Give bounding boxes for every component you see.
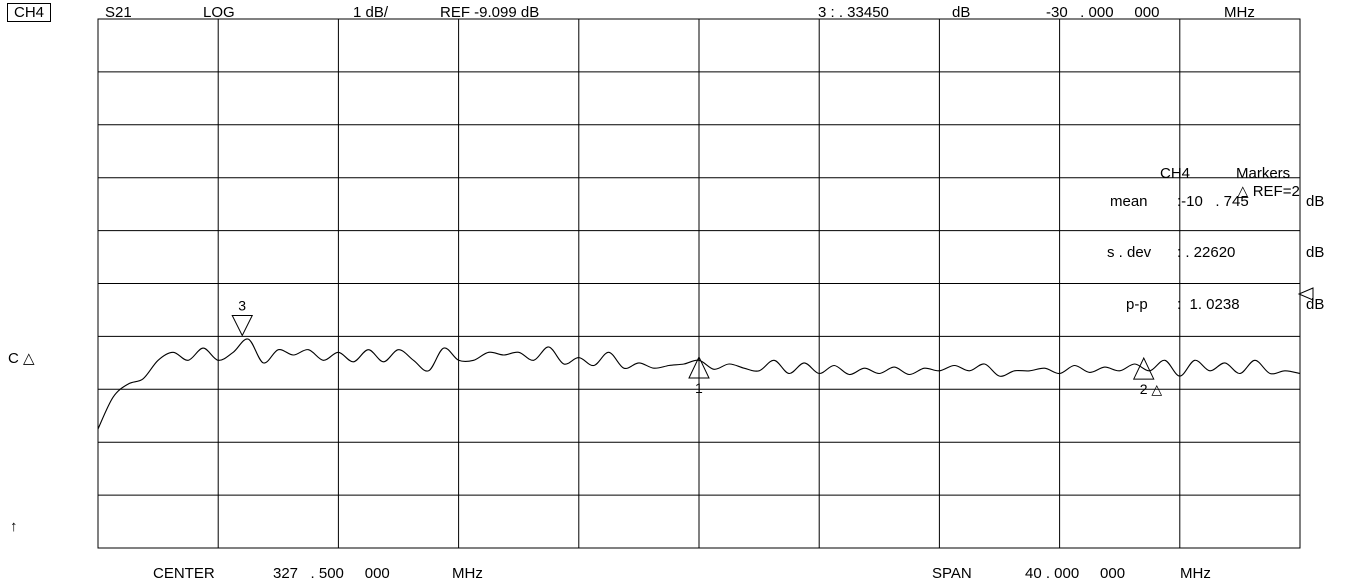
marker-readout-unit: dB [952,4,971,21]
reference-pointer-icon [1297,287,1314,301]
marker-frequency: -30 . 000 000 [1046,4,1160,21]
pp-value: : 1. 0238 [1177,296,1240,313]
graticule [97,18,1301,549]
sdev-unit: dB [1306,244,1325,261]
marker-readout: 3 : . 33450 [818,4,889,21]
pp-unit: dB [1306,296,1325,313]
span-unit: MHz [1180,565,1211,582]
mean-unit: dB [1306,193,1325,210]
span-label: SPAN [932,565,972,582]
marker-2-triangle [1132,356,1155,380]
format-label: LOG [203,4,235,21]
up-arrow-icon: ↑ [10,518,18,535]
scale-label: 1 dB/ [353,4,389,21]
sparam-label: S21 [105,4,132,21]
marker-2-label: 2 △ [1140,381,1163,397]
delta-ref-label: △ REF=2 [1237,183,1300,200]
sdev-label: s . dev [1107,244,1152,261]
reference-position-label: C △ [8,350,35,367]
trace-line [97,338,1301,430]
marker-1-label: 1 [695,380,703,396]
mean-label: mean [1110,193,1148,210]
span-value: 40 . 000 000 [1025,565,1126,582]
marker-frequency-unit: MHz [1224,4,1255,21]
marker-group: 1 2 △ 3 [231,298,1163,397]
center-value: 327 . 500 000 [273,565,390,582]
center-label: CENTER [153,565,215,582]
marker-3-triangle [231,315,254,337]
marker-1-triangle [688,355,710,379]
stats-title-markers: Markers [1236,165,1291,182]
sdev-value: : . 22620 [1177,244,1236,261]
marker-3-label: 3 [238,298,246,314]
pp-label: p-p [1126,296,1148,313]
center-unit: MHz [452,565,483,582]
stats-title-channel: CH4 [1160,165,1191,182]
channel-badge: CH4 [7,3,52,22]
mean-value: :-10 . 745 [1177,193,1249,210]
reference-label: REF -9.099 dB [440,4,540,21]
